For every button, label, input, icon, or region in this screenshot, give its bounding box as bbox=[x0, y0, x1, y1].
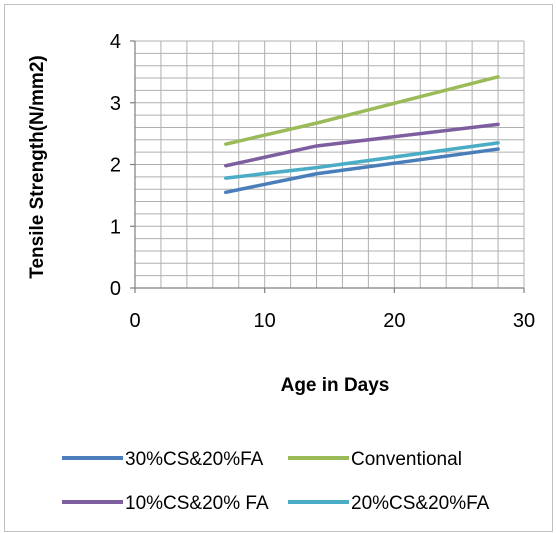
y-tick-label: 0 bbox=[110, 278, 121, 300]
series-line bbox=[224, 75, 500, 146]
axes bbox=[130, 40, 525, 293]
y-tick-label: 1 bbox=[110, 216, 121, 238]
x-tick-label: 20 bbox=[383, 310, 405, 332]
data-series bbox=[224, 75, 500, 195]
x-tick-label: 30 bbox=[513, 310, 535, 332]
gridlines bbox=[134, 40, 525, 289]
legend-label: 10%CS&20% FA bbox=[125, 493, 269, 514]
legend-label: 20%CS&20%FA bbox=[351, 493, 490, 514]
x-tick-label: 10 bbox=[254, 310, 276, 332]
x-axis-title: Age in Days bbox=[281, 375, 390, 396]
y-tick-label: 4 bbox=[110, 31, 121, 53]
y-tick-label: 2 bbox=[110, 155, 121, 177]
legend-label: Conventional bbox=[351, 449, 462, 470]
tick-labels: 0 1 2 3 4 0 10 20 30 bbox=[110, 31, 535, 332]
series-line bbox=[224, 141, 500, 180]
series-line bbox=[224, 122, 500, 168]
y-tick-label: 3 bbox=[110, 93, 121, 115]
y-axis-title: Tensile Strength(N/mm2) bbox=[27, 55, 48, 278]
legend: 30%CS&20%FA Conventional 10%CS&20% FA 20%CS… bbox=[62, 449, 490, 514]
series-line bbox=[224, 147, 500, 195]
line-chart: 0 1 2 3 4 0 10 20 30 Tensile Strength(N/mm2) Age… bbox=[27, 31, 535, 514]
legend-label: 30%CS&20%FA bbox=[125, 449, 264, 470]
chart-frame: 0 1 2 3 4 0 10 20 30 Tensile Strength(N/mm2) Age… bbox=[4, 4, 553, 532]
x-tick-label: 0 bbox=[129, 310, 140, 332]
